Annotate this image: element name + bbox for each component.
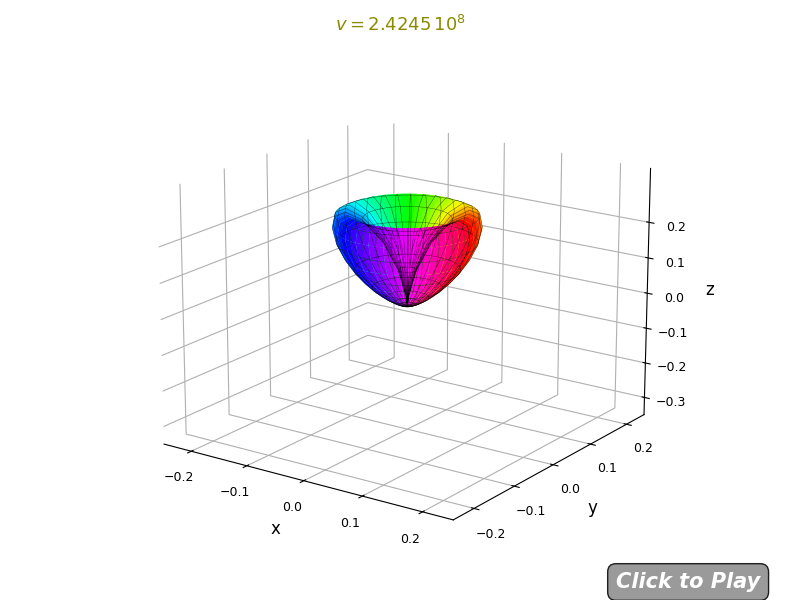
Title: $v = 2.4245\, 10^{8}$: $v = 2.4245\, 10^{8}$ (334, 15, 466, 35)
Y-axis label: y: y (588, 499, 598, 517)
Text: Click to Play: Click to Play (616, 572, 760, 592)
X-axis label: x: x (270, 520, 280, 538)
